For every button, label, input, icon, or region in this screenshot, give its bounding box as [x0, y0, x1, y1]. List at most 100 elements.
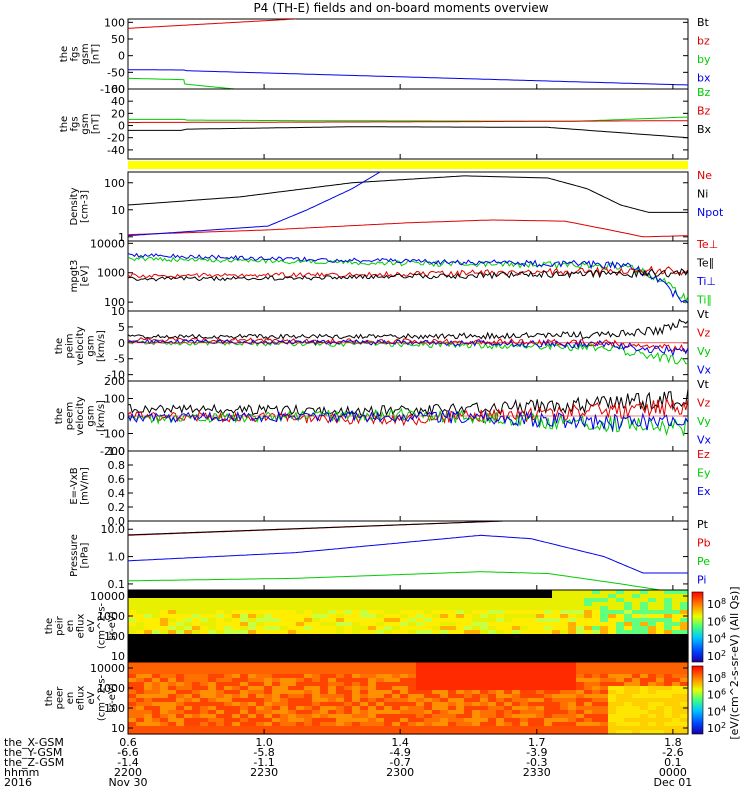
spectrogram-cell — [320, 602, 329, 607]
spectrogram-cell — [256, 654, 265, 659]
spectrogram-cell — [576, 658, 585, 663]
spectrogram-cell — [240, 598, 249, 603]
spectrogram-cell — [576, 662, 585, 667]
spectrogram-cell — [536, 654, 545, 659]
spectrogram-cell — [520, 674, 529, 679]
spectrogram-cell — [536, 666, 545, 671]
spectrogram-cell — [224, 722, 233, 727]
spectrogram-cell — [416, 718, 425, 723]
spectrogram-cell — [520, 658, 529, 663]
spectrogram-cell — [672, 678, 681, 683]
spectrogram-cell — [360, 642, 369, 647]
spectrogram-cell — [584, 686, 593, 691]
spectrogram-cell — [352, 594, 361, 599]
spectrogram-cell — [480, 622, 489, 627]
spectrogram-cell — [240, 654, 249, 659]
spectrogram-cell — [312, 622, 321, 627]
spectrogram-cell — [488, 670, 497, 675]
spectrogram-cell — [448, 682, 457, 687]
spectrogram-cell — [360, 698, 369, 703]
spectrogram-cell — [152, 678, 161, 683]
spectrogram-cell — [376, 718, 385, 723]
spectrogram-cell — [488, 642, 497, 647]
spectrogram-cell — [448, 722, 457, 727]
spectrogram-cell — [136, 670, 145, 675]
spectrogram-cell — [416, 634, 425, 639]
spectrogram-cell — [352, 666, 361, 671]
spectrogram-cell — [136, 598, 145, 603]
spectrogram-cell — [672, 666, 681, 671]
spectrogram-cell — [544, 594, 553, 599]
spectrogram-cell — [248, 642, 257, 647]
spectrogram-cell — [632, 622, 641, 627]
spectrogram-cell — [168, 710, 177, 715]
spectrogram-cell — [224, 670, 233, 675]
spectrogram-cell — [136, 614, 145, 619]
spectrogram-cell — [200, 678, 209, 683]
spectrogram-cell — [304, 606, 313, 611]
spectrogram-cell — [496, 622, 505, 627]
spectrogram-cell — [664, 622, 673, 627]
spectrogram-cell — [248, 694, 257, 699]
spectrogram-cell — [160, 702, 169, 707]
spectrogram-cell — [680, 626, 689, 631]
spectrogram-cell — [536, 590, 545, 595]
spectrogram-cell — [368, 698, 377, 703]
spectrogram-cell — [576, 690, 585, 695]
spectrogram-cell — [616, 690, 625, 695]
spectrogram-cell — [168, 630, 177, 635]
spectrogram-cell — [152, 722, 161, 727]
spectrogram-cell — [136, 662, 145, 667]
spectrogram-cell — [144, 618, 153, 623]
spectrogram-cell — [416, 610, 425, 615]
spectrogram-cell — [280, 630, 289, 635]
spectrogram-cell — [488, 714, 497, 719]
spectrogram-cell — [136, 590, 145, 595]
spectrogram-cell — [168, 698, 177, 703]
spectrogram-cell — [328, 698, 337, 703]
spectrogram-cell — [304, 714, 313, 719]
spectrogram-cell — [560, 630, 569, 635]
spectrogram-cell — [496, 710, 505, 715]
spectrogram-cell — [152, 682, 161, 687]
spectrogram-cell — [136, 606, 145, 611]
spectrogram-cell — [488, 730, 497, 735]
spectrogram-cell — [680, 694, 689, 699]
spectrogram-cell — [608, 594, 617, 599]
spectrogram-cell — [528, 678, 537, 683]
spectrogram-cell — [424, 626, 433, 631]
spectrogram-cell — [256, 706, 265, 711]
spectrogram-cell — [552, 666, 561, 671]
spectrogram-cell — [632, 726, 641, 731]
spectrogram-cell — [264, 606, 273, 611]
spectrogram-cell — [320, 594, 329, 599]
spectrogram-cell — [184, 634, 193, 639]
spectrogram-cell — [432, 710, 441, 715]
spectrogram-cell — [664, 666, 673, 671]
legend-entry: Te⊥ — [696, 238, 718, 251]
spectrogram-cell — [536, 730, 545, 735]
spectrogram-cell — [248, 622, 257, 627]
spectrogram-cell — [192, 606, 201, 611]
y-tick-label: 1 — [118, 231, 125, 244]
spectrogram-cell — [136, 702, 145, 707]
spectrogram-cell — [632, 634, 641, 639]
spectrogram-cell — [288, 594, 297, 599]
spectrogram-cell — [632, 686, 641, 691]
spectrogram-cell — [232, 618, 241, 623]
spectrogram-cell — [384, 714, 393, 719]
spectrogram-cell — [176, 682, 185, 687]
spectrogram-cell — [264, 718, 273, 723]
spectrogram-cell — [304, 710, 313, 715]
spectrogram-cell — [496, 730, 505, 735]
spectrogram-cell — [192, 690, 201, 695]
spectrogram-cell — [648, 634, 657, 639]
spectrogram-cell — [608, 682, 617, 687]
spectrogram-cell — [232, 658, 241, 663]
spectrogram-cell — [600, 726, 609, 731]
spectrogram-cell — [248, 590, 257, 595]
spectrogram-cell — [592, 674, 601, 679]
spectrogram-cell — [272, 726, 281, 731]
spectrogram-cell — [360, 686, 369, 691]
